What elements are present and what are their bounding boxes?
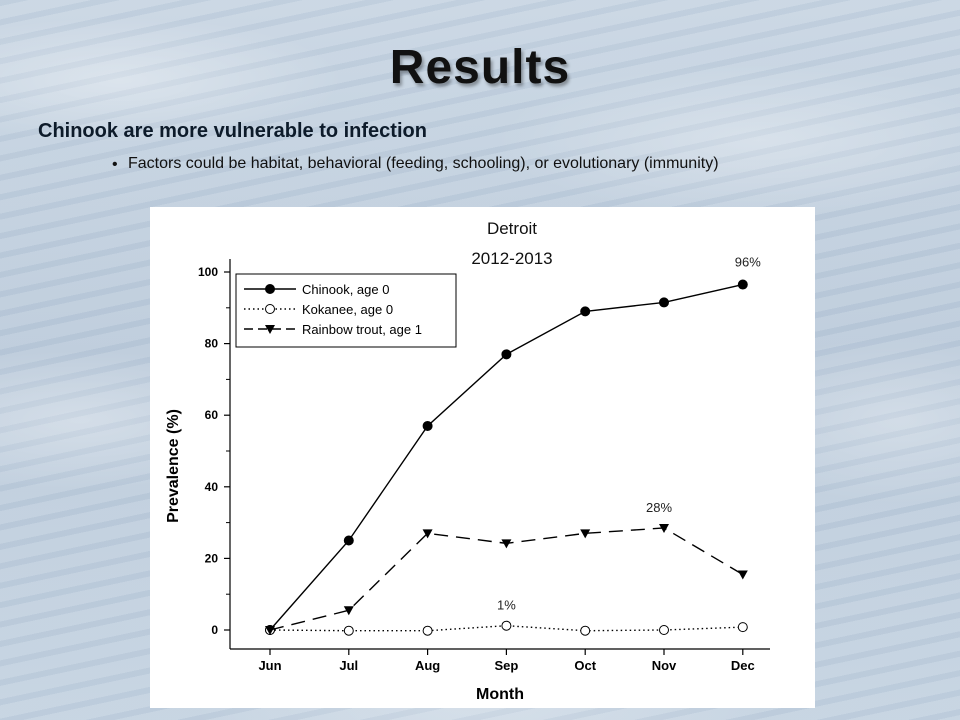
y-tick-label: 0 xyxy=(211,623,218,637)
legend-label: Rainbow trout, age 1 xyxy=(302,322,422,337)
x-tick-label: Jun xyxy=(258,658,281,673)
y-tick-label: 60 xyxy=(205,408,219,422)
data-point xyxy=(659,523,669,533)
chart-title: Detroit xyxy=(487,219,537,238)
legend-label: Chinook, age 0 xyxy=(302,282,389,297)
data-point xyxy=(737,279,748,290)
data-point xyxy=(422,625,433,636)
data-point xyxy=(737,570,748,580)
data-label: 96% xyxy=(735,255,761,270)
legend-marker xyxy=(265,304,275,314)
data-point xyxy=(659,625,669,635)
data-point xyxy=(422,529,433,539)
legend-marker xyxy=(265,325,275,334)
slide-title: Results xyxy=(389,41,571,94)
x-tick-label: Dec xyxy=(731,658,755,673)
data-point xyxy=(343,606,354,616)
chart-panel: Detroit 2012-2013 0 20 40 60 80 100 Jun Jul Aug Sep… xyxy=(150,207,815,708)
data-point xyxy=(501,349,512,360)
data-point xyxy=(422,420,433,431)
bullet-text: Factors could be habitat, behavioral (fe… xyxy=(128,155,719,172)
data-point xyxy=(501,620,512,631)
y-tick-label: 20 xyxy=(205,551,219,565)
x-tick-label: Aug xyxy=(415,658,440,673)
x-tick-label: Oct xyxy=(574,658,596,673)
bullet-marker: • xyxy=(112,156,118,173)
data-point xyxy=(659,297,669,308)
legend-label: Kokanee, age 0 xyxy=(302,302,393,317)
data-point xyxy=(501,539,512,549)
data-point xyxy=(580,306,591,317)
data-point xyxy=(580,625,591,636)
data-point xyxy=(343,535,354,546)
x-tick-label: Sep xyxy=(494,658,518,673)
data-point xyxy=(343,625,354,636)
data-point xyxy=(580,529,591,539)
x-tick-label: Jul xyxy=(339,658,358,673)
y-tick-label: 40 xyxy=(205,480,219,494)
slide-heading: Chinook are more vulnerable to infection xyxy=(38,120,427,142)
x-tick-label: Nov xyxy=(652,658,677,673)
data-label: 28% xyxy=(646,500,672,515)
prevalence-chart: Detroit 2012-2013 0 20 40 60 80 100 Jun Jul Aug Sep… xyxy=(165,219,770,703)
data-point xyxy=(265,626,275,635)
y-axis-label: Prevalence (%) xyxy=(165,409,182,523)
data-point xyxy=(737,622,748,633)
x-axis-label: Month xyxy=(476,686,524,703)
y-tick-label: 100 xyxy=(198,265,218,279)
legend-marker xyxy=(265,284,275,294)
chart-subtitle: 2012-2013 xyxy=(471,249,552,268)
data-label: 1% xyxy=(497,598,516,613)
y-tick-label: 80 xyxy=(205,337,219,351)
